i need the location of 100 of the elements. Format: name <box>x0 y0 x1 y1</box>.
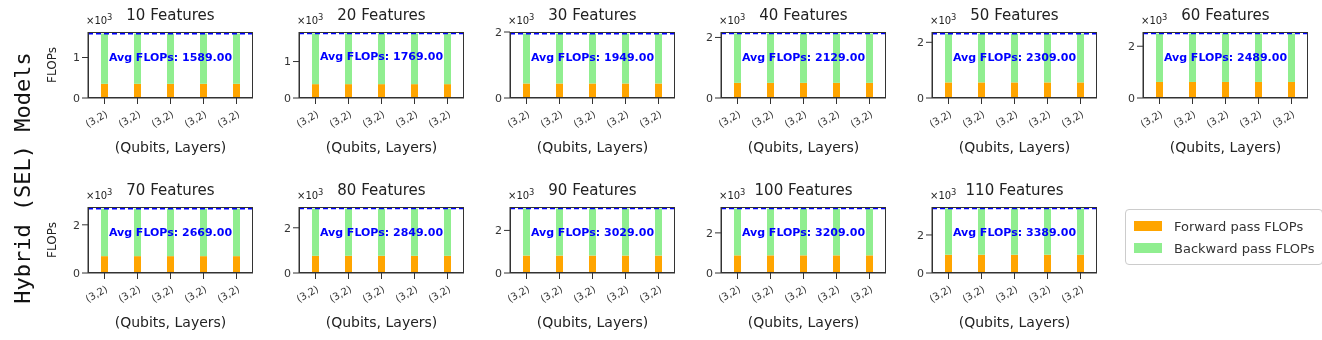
x-tick-label: (3,2) <box>360 283 387 305</box>
ref-line-label: Avg FLOPs: 1949.00 <box>530 50 655 64</box>
x-tick-label: (3,2) <box>393 283 420 305</box>
chart-title: 40 Features <box>759 6 848 24</box>
text: ×10$^{3}$ <box>719 187 746 202</box>
x-tick-label: (3,2) <box>149 108 176 130</box>
x-tick-label: (3,2) <box>294 283 321 305</box>
x-tick-label: (3,2) <box>1026 108 1053 130</box>
x-tick-label: (3,2) <box>1059 108 1086 130</box>
chart-title: 100 Features <box>754 181 853 199</box>
x-tick-label: (3,2) <box>637 108 664 130</box>
x-tick-label: (3,2) <box>716 283 743 305</box>
y-tick-label: 2 <box>706 31 713 45</box>
x-tick-label: (3,2) <box>960 283 987 305</box>
x-tick-label: (3,2) <box>360 108 387 130</box>
text: ×10$^{3}$ <box>930 187 957 202</box>
x-tick-label: (3,2) <box>426 108 453 130</box>
x-tick-label: (3,2) <box>83 108 110 130</box>
y-tick-label: 2 <box>495 25 502 39</box>
x-tick-label: (3,2) <box>749 108 776 130</box>
legend-label: Backward pass FLOPs <box>1174 240 1315 256</box>
x-tick-label: (3,2) <box>538 108 565 130</box>
x-tick-label: (3,2) <box>848 108 875 130</box>
chart-title: 20 Features <box>337 6 426 24</box>
x-tick-label: (3,2) <box>182 108 209 130</box>
x-tick-label: (3,2) <box>749 283 776 305</box>
x-tick-label: (3,2) <box>393 108 420 130</box>
x-tick-label: (3,2) <box>1270 108 1297 130</box>
text: ×10$^{3}$ <box>1141 12 1168 27</box>
y-tick-label: 0 <box>495 91 502 105</box>
y-tick-label: 2 <box>73 218 80 232</box>
ref-line-label: Avg FLOPs: 1589.00 <box>108 50 233 64</box>
text: ×10$^{3}$ <box>719 12 746 27</box>
x-axis-title: (Qubits, Layers) <box>958 314 1071 330</box>
x-tick-label: (3,2) <box>815 108 842 130</box>
y-tick-label: 1 <box>284 55 291 69</box>
x-tick-label: (3,2) <box>848 283 875 305</box>
x-axis-title: (Qubits, Layers) <box>325 139 438 155</box>
x-tick-label: (3,2) <box>960 108 987 130</box>
x-tick-label: (3,2) <box>327 108 354 130</box>
y-tick-label: 0 <box>73 266 80 280</box>
ref-line-label: Avg FLOPs: 2309.00 <box>952 50 1077 64</box>
chart-title: 60 Features <box>1181 6 1270 24</box>
y-tick-label: 0 <box>284 266 291 280</box>
x-axis-title: (Qubits, Layers) <box>747 139 860 155</box>
x-tick-label: (3,2) <box>1237 108 1264 130</box>
x-tick-label: (3,2) <box>538 283 565 305</box>
x-tick-label: (3,2) <box>116 283 143 305</box>
ref-line-label: Avg FLOPs: 2129.00 <box>741 50 866 64</box>
y-tick-label: 1 <box>73 51 80 65</box>
x-tick-label: (3,2) <box>294 108 321 130</box>
y-tick-label: 2 <box>917 36 924 50</box>
x-tick-label: (3,2) <box>1059 283 1086 305</box>
x-tick-label: (3,2) <box>993 283 1020 305</box>
y-tick-label: 0 <box>284 91 291 105</box>
x-tick-label: (3,2) <box>505 283 532 305</box>
chart-title: 80 Features <box>337 181 426 199</box>
text: ×10$^{3}$ <box>508 12 535 27</box>
x-tick-label: (3,2) <box>1204 108 1231 130</box>
y-tick-label: 2 <box>495 224 502 238</box>
y-tick-label: 0 <box>917 266 924 280</box>
x-tick-label: (3,2) <box>1138 108 1165 130</box>
x-axis-title: (Qubits, Layers) <box>325 314 438 330</box>
text: ×10$^{3}$ <box>297 12 324 27</box>
y-tick-label: 0 <box>1128 91 1135 105</box>
x-tick-label: (3,2) <box>604 283 631 305</box>
x-axis-title: (Qubits, Layers) <box>958 139 1071 155</box>
legend-label: Forward pass FLOPs <box>1174 218 1304 234</box>
chart-title: 50 Features <box>970 6 1059 24</box>
x-axis-title: (Qubits, Layers) <box>747 314 860 330</box>
x-tick-label: (3,2) <box>637 283 664 305</box>
x-tick-label: (3,2) <box>1026 283 1053 305</box>
chart-title: 30 Features <box>548 6 637 24</box>
text: ×10$^{3}$ <box>930 12 957 27</box>
y-tick-label: 0 <box>706 91 713 105</box>
chart-title: 90 Features <box>548 181 637 199</box>
text: ×10$^{3}$ <box>86 12 113 27</box>
ref-line-label: Avg FLOPs: 3209.00 <box>741 225 866 239</box>
ref-line-label: Avg FLOPs: 2489.00 <box>1163 50 1288 64</box>
text: ×10$^{3}$ <box>297 187 324 202</box>
x-tick-label: (3,2) <box>116 108 143 130</box>
text: ×10$^{3}$ <box>86 187 113 202</box>
x-tick-label: (3,2) <box>782 108 809 130</box>
ref-line-label: Avg FLOPs: 1769.00 <box>319 50 444 64</box>
x-tick-label: (3,2) <box>571 108 598 130</box>
x-axis-title: (Qubits, Layers) <box>114 314 227 330</box>
ref-line-label: Avg FLOPs: 3389.00 <box>952 225 1077 239</box>
ref-line-label: Avg FLOPs: 2849.00 <box>319 225 444 239</box>
y-axis-title: FLOPs <box>45 222 60 258</box>
x-tick-label: (3,2) <box>1171 108 1198 130</box>
ref-line-label: Avg FLOPs: 3029.00 <box>530 225 655 239</box>
text: Hybrid (SEL) Models <box>9 52 35 304</box>
x-axis-title: (Qubits, Layers) <box>114 139 227 155</box>
x-tick-label: (3,2) <box>149 283 176 305</box>
y-tick-label: 2 <box>917 228 924 242</box>
x-tick-label: (3,2) <box>604 108 631 130</box>
x-tick-label: (3,2) <box>327 283 354 305</box>
x-tick-label: (3,2) <box>426 283 453 305</box>
x-tick-label: (3,2) <box>215 108 242 130</box>
y-tick-label: 0 <box>917 91 924 105</box>
